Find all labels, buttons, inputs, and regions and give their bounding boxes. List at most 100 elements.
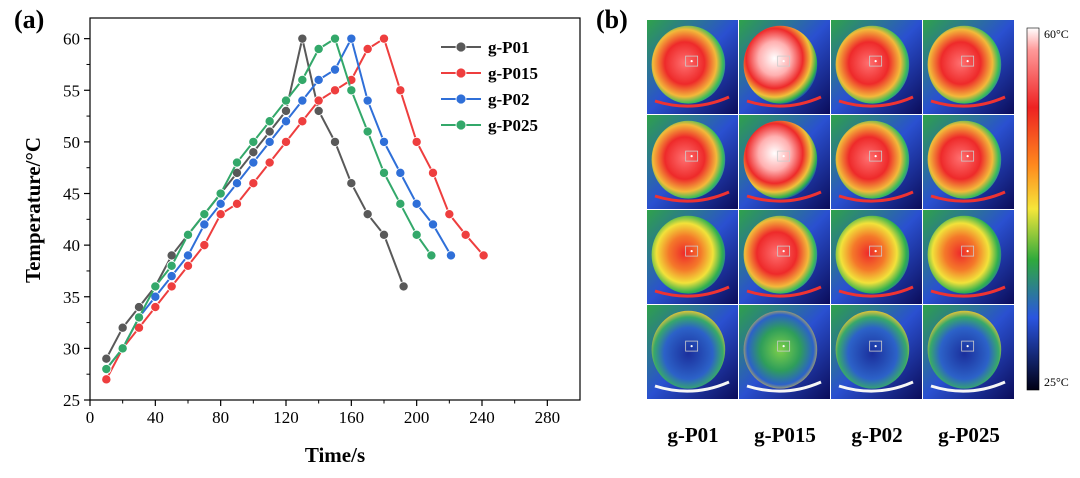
measurement-box <box>685 245 699 257</box>
measurement-point <box>782 345 785 348</box>
data-point <box>395 85 406 96</box>
data-point <box>215 209 226 220</box>
colorbar-gradient <box>1026 27 1040 391</box>
thermal-edge-highlight <box>838 190 914 203</box>
legend-swatch-marker <box>455 93 467 105</box>
thermal-sample <box>743 120 818 199</box>
thermal-sample <box>651 310 726 389</box>
thermal-edge-highlight <box>654 190 730 203</box>
data-point <box>199 209 210 220</box>
data-point <box>460 229 471 240</box>
y-axis: 25 30 35 40 45 50 55 60 <box>63 30 90 410</box>
data-point <box>297 95 308 106</box>
series-line <box>105 37 433 370</box>
thermal-tile <box>739 210 830 304</box>
thermal-edge-highlight <box>654 285 730 298</box>
thermal-tile <box>739 305 830 399</box>
data-point <box>313 74 324 85</box>
data-point <box>329 85 340 96</box>
data-point <box>231 157 242 168</box>
thermal-edge-highlight <box>746 380 822 393</box>
measurement-box <box>685 55 699 67</box>
data-point <box>248 136 259 147</box>
measurement-box <box>961 340 975 352</box>
legend-item: g-P01 <box>441 38 530 57</box>
y-axis-label: Temperature/°C <box>21 137 45 283</box>
data-point <box>182 250 193 261</box>
measurement-point <box>690 155 693 158</box>
data-point <box>166 260 177 271</box>
column-label: g-P02 <box>851 423 902 447</box>
measurement-point <box>874 60 877 63</box>
data-point <box>329 136 340 147</box>
data-point <box>411 136 422 147</box>
thermal-sample <box>743 310 818 389</box>
data-point <box>427 219 438 230</box>
thermal-sample <box>651 215 726 294</box>
measurement-point <box>966 60 969 63</box>
measurement-point <box>782 60 785 63</box>
thermal-tile <box>923 115 1014 209</box>
plot-frame <box>89 17 581 401</box>
x-tick-label: 200 <box>404 408 430 427</box>
thermal-sample <box>743 25 818 104</box>
data-point <box>150 302 161 313</box>
x-tick-label: 120 <box>273 408 299 427</box>
data-point <box>248 157 259 168</box>
measurement-point <box>690 250 693 253</box>
thermal-sample <box>835 25 910 104</box>
data-point <box>117 343 128 354</box>
data-point <box>313 43 324 54</box>
data-point <box>166 281 177 292</box>
data-point <box>297 74 308 85</box>
data-point <box>395 167 406 178</box>
y-tick-label: 25 <box>63 391 80 410</box>
thermal-edge-highlight <box>930 380 1006 393</box>
panel-a-label: (a) <box>14 5 44 34</box>
data-point <box>398 281 409 292</box>
measurement-box <box>685 340 699 352</box>
series-line <box>105 38 405 360</box>
column-labels: g-P01 g-P015 g-P02 g-P025 <box>667 423 1000 447</box>
data-point <box>478 250 489 261</box>
measurement-point <box>966 155 969 158</box>
x-tick-label: 240 <box>469 408 495 427</box>
measurement-point <box>782 250 785 253</box>
data-point <box>101 353 112 364</box>
thermal-sample <box>927 25 1002 104</box>
data-point <box>346 178 357 189</box>
series-layer <box>101 33 489 385</box>
legend-label: g-P015 <box>488 64 538 83</box>
data-point <box>313 95 324 106</box>
line-chart: 0 40 80 120 160 200 240 280 25 30 35 40 45 50 55 60 g-… <box>63 17 581 427</box>
thermal-edge-highlight <box>746 190 822 203</box>
y-tick-label: 30 <box>63 339 80 358</box>
data-point <box>378 33 389 44</box>
measurement-box <box>869 245 883 257</box>
legend-item: g-P015 <box>441 64 538 83</box>
data-point <box>199 219 210 230</box>
measurement-box <box>869 150 883 162</box>
measurement-point <box>874 250 877 253</box>
measurement-point <box>966 250 969 253</box>
thermal-edge-highlight <box>930 190 1006 203</box>
data-point <box>444 209 455 220</box>
thermal-tile <box>739 20 830 114</box>
data-point <box>395 198 406 209</box>
x-tick-label: 40 <box>147 408 164 427</box>
y-tick-label: 45 <box>63 185 80 204</box>
thermal-tile <box>831 115 922 209</box>
thermal-edge-highlight <box>838 380 914 393</box>
thermal-sample <box>835 215 910 294</box>
measurement-box <box>961 150 975 162</box>
data-point <box>117 322 128 333</box>
y-tick-label: 60 <box>63 30 80 49</box>
thermal-tile <box>647 210 738 304</box>
thermal-sample <box>743 215 818 294</box>
measurement-box <box>869 55 883 67</box>
data-point <box>215 188 226 199</box>
series-line <box>105 35 452 370</box>
data-point <box>297 33 308 44</box>
